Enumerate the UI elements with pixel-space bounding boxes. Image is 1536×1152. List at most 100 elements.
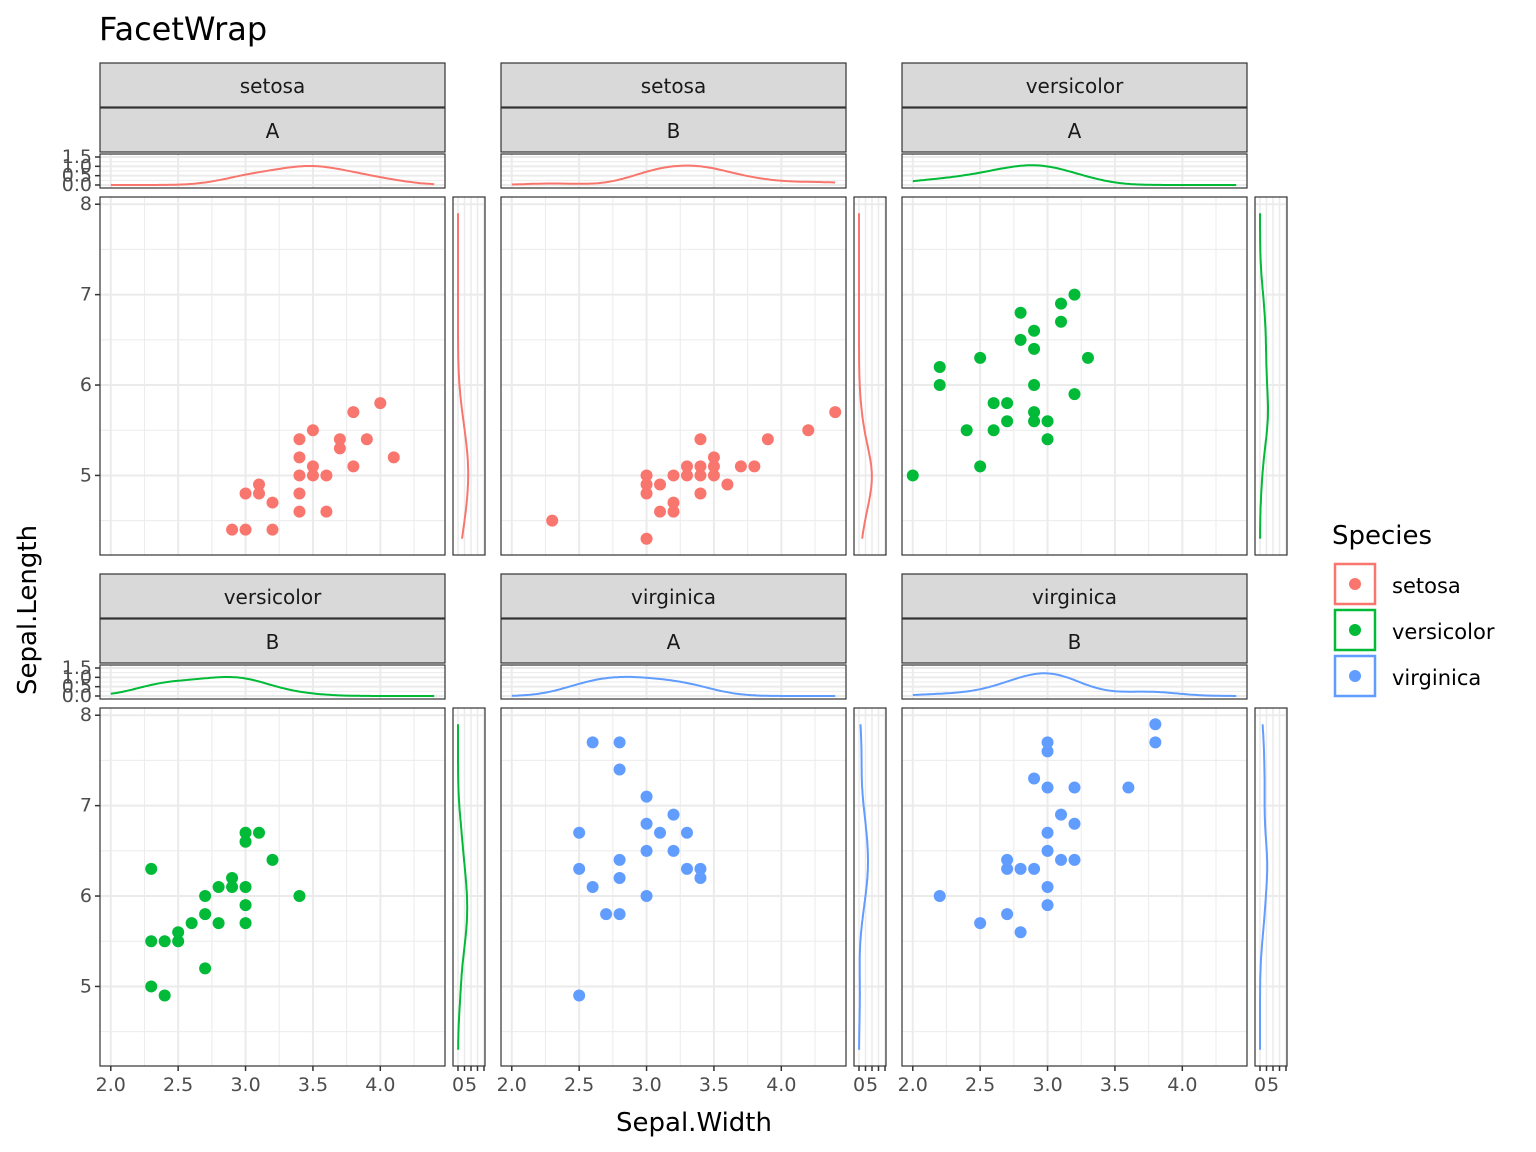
data-point bbox=[1028, 406, 1041, 419]
data-point bbox=[694, 487, 707, 500]
data-point bbox=[1068, 853, 1081, 866]
data-point bbox=[1068, 781, 1081, 794]
data-point bbox=[1041, 781, 1054, 794]
data-point bbox=[239, 487, 252, 500]
facet-strip-bottom bbox=[500, 107, 847, 153]
x-tick-label: 2.5 bbox=[163, 1074, 193, 1096]
data-point bbox=[613, 871, 626, 884]
data-point bbox=[293, 890, 306, 903]
top-density-panel bbox=[500, 153, 847, 189]
data-point bbox=[654, 826, 667, 839]
density-panel-border bbox=[853, 707, 887, 1067]
data-point bbox=[1041, 433, 1054, 446]
data-point bbox=[734, 460, 747, 473]
x-tick-label: 3.0 bbox=[230, 1074, 260, 1096]
data-point bbox=[1041, 881, 1054, 893]
data-point bbox=[640, 532, 653, 545]
facet-strip-label: A bbox=[266, 119, 280, 143]
density-curve-y bbox=[858, 724, 869, 1050]
data-point bbox=[1028, 342, 1041, 355]
facet-strip-label: setosa bbox=[641, 74, 706, 98]
density-tick-label: 0.5 bbox=[62, 165, 92, 187]
density-tick-label: 5 bbox=[1267, 1074, 1279, 1096]
facet-strip-top bbox=[901, 62, 1248, 108]
data-point bbox=[761, 433, 774, 446]
data-point bbox=[694, 460, 707, 473]
density-tick-label: 5 bbox=[866, 1074, 878, 1096]
data-point bbox=[667, 505, 680, 518]
data-point bbox=[199, 962, 212, 975]
y-tick-label: 6 bbox=[80, 885, 92, 907]
data-point bbox=[239, 917, 252, 930]
density-tick-label: 5 bbox=[465, 1074, 477, 1096]
data-points bbox=[546, 406, 842, 545]
data-point bbox=[654, 505, 667, 518]
data-point bbox=[172, 926, 185, 939]
data-point bbox=[613, 736, 626, 749]
density-curve-y bbox=[457, 724, 469, 1050]
legend-label: setosa bbox=[1392, 574, 1461, 598]
x-tick-label: 4.0 bbox=[365, 1074, 395, 1096]
density-panel-border bbox=[500, 153, 847, 189]
data-points bbox=[226, 397, 400, 536]
data-point bbox=[239, 835, 252, 848]
density-tick-label: 0.0 bbox=[62, 174, 92, 196]
data-point bbox=[266, 523, 279, 536]
facet-panel: versicolor A bbox=[901, 62, 1288, 556]
density-curve-y bbox=[1259, 213, 1269, 539]
data-point bbox=[293, 487, 306, 500]
data-point bbox=[1149, 718, 1162, 731]
x-tick-label: 3.5 bbox=[699, 1074, 729, 1096]
panel-border bbox=[99, 196, 446, 556]
data-point bbox=[974, 917, 987, 930]
data-point bbox=[640, 890, 653, 903]
density-curve-y bbox=[457, 213, 470, 539]
data-point bbox=[293, 433, 306, 446]
facet-strip-bottom bbox=[901, 107, 1248, 153]
density-tick-label: 1.0 bbox=[62, 155, 92, 177]
x-tick-label: 3.0 bbox=[1032, 1074, 1062, 1096]
gridlines bbox=[902, 708, 1247, 1066]
data-point bbox=[1041, 844, 1054, 857]
data-point bbox=[906, 469, 919, 482]
data-point bbox=[1014, 306, 1027, 319]
data-point bbox=[320, 505, 333, 518]
data-point bbox=[640, 487, 653, 500]
x-axis-label: Sepal.Width bbox=[616, 1108, 772, 1138]
density-panel-border bbox=[452, 196, 486, 556]
data-point bbox=[640, 478, 653, 491]
facet-strip-top bbox=[500, 62, 847, 108]
facet-strip-top bbox=[99, 573, 446, 619]
gridlines bbox=[100, 708, 445, 1066]
legend-title: Species bbox=[1332, 521, 1432, 551]
data-point bbox=[1028, 862, 1041, 875]
chart-title: FacetWrap bbox=[99, 10, 267, 48]
density-curve-x bbox=[511, 675, 836, 697]
data-point bbox=[253, 487, 266, 500]
facet-strip-bottom bbox=[99, 107, 446, 153]
density-panel-border bbox=[99, 664, 446, 700]
density-y-axis: 0.00.51.01.5 bbox=[62, 146, 100, 196]
data-point bbox=[145, 935, 158, 948]
x-tick-label: 2.0 bbox=[497, 1074, 527, 1096]
facet-strip-bottom bbox=[500, 618, 847, 664]
x-axis: 2.0 2.5 3.0 3.5 4.0 bbox=[497, 1066, 796, 1096]
data-point bbox=[1149, 736, 1162, 749]
data-point bbox=[360, 433, 373, 446]
top-density-panel bbox=[901, 664, 1248, 700]
data-point bbox=[694, 862, 707, 875]
density-tick-label: 0.5 bbox=[62, 676, 92, 698]
data-point bbox=[253, 826, 266, 839]
density-curve-x bbox=[110, 165, 435, 186]
data-point bbox=[680, 469, 693, 482]
data-point bbox=[694, 871, 707, 884]
data-point bbox=[640, 844, 653, 857]
data-point bbox=[374, 397, 387, 410]
facet-panel: virginica B 2.0 2.5 3.0 3.5 4.0 0 5 bbox=[898, 573, 1288, 1096]
data-point bbox=[306, 469, 319, 482]
facet-strip-label: A bbox=[1068, 119, 1082, 143]
data-point bbox=[1122, 781, 1135, 794]
density-panel-border bbox=[901, 664, 1248, 700]
legend-point bbox=[1349, 578, 1361, 590]
